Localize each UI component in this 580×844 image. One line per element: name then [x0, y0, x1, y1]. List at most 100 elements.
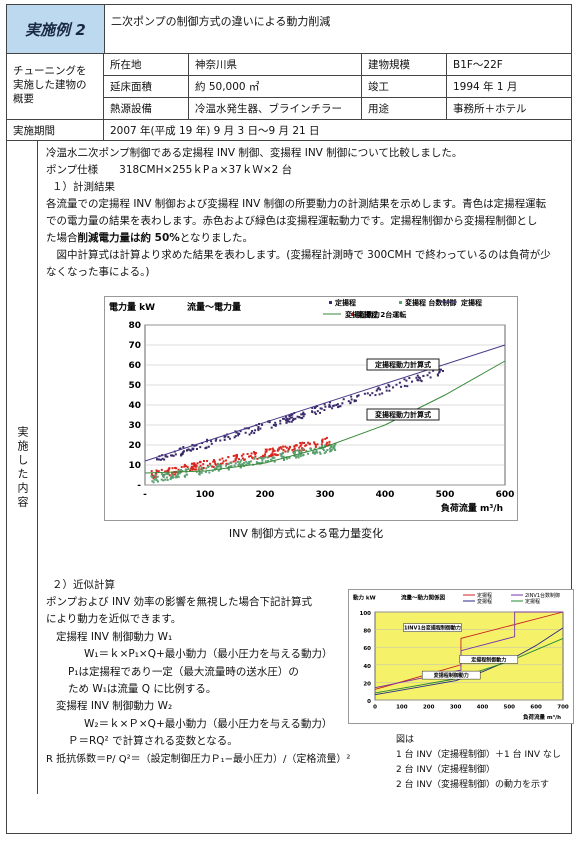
- data-point: [237, 458, 240, 461]
- data-point: [276, 453, 279, 456]
- x-tick-label: 500: [504, 705, 516, 711]
- data-point: [234, 462, 237, 465]
- data-point: [311, 410, 314, 413]
- data-point: [230, 465, 233, 468]
- data-point: [332, 445, 335, 448]
- data-point: [247, 427, 250, 430]
- text-line: 冷温水二次ポンプ制御である定揚程 INV 制御、変揚程 INV 制御について比較…: [46, 147, 463, 159]
- data-point: [334, 449, 337, 452]
- data-point: [182, 450, 185, 453]
- annotation-label: 定揚程制御動力: [470, 656, 506, 663]
- data-point: [246, 462, 249, 465]
- legend-marker: [399, 301, 402, 304]
- data-point: [256, 457, 259, 460]
- data-point: [285, 419, 288, 422]
- figure-note: 2 台 INV（定揚程制御）: [396, 765, 495, 775]
- annotation-box: [459, 655, 519, 664]
- data-point: [320, 407, 323, 410]
- data-point: [191, 443, 194, 446]
- data-point: [418, 376, 421, 379]
- data-point: [335, 404, 338, 407]
- data-point: [155, 479, 158, 482]
- data-point: [338, 405, 341, 408]
- data-point: [198, 471, 201, 474]
- data-point: [326, 449, 329, 452]
- data-point: [272, 449, 275, 452]
- data-point: [249, 455, 252, 458]
- data-point: [316, 443, 319, 446]
- x-tick-label: 400: [477, 705, 489, 711]
- data-point: [153, 478, 156, 481]
- data-point: [387, 383, 390, 386]
- data-point: [274, 453, 277, 456]
- data-point: [215, 438, 218, 441]
- content-section: 実施した内容 冷温水二次ポンプ制御である定揚程 INV 制御、変揚程 INV 制…: [7, 141, 574, 794]
- data-point: [281, 455, 284, 458]
- annotation-label: 変揚程動力計算式: [375, 410, 431, 419]
- data-point: [214, 439, 217, 442]
- legend-entry: 定揚程: [477, 592, 492, 599]
- y-axis-label: 動力 kW: [353, 594, 376, 602]
- data-point: [350, 395, 353, 398]
- data-point: [283, 458, 286, 461]
- data-point: [251, 430, 254, 433]
- data-point: [232, 454, 235, 457]
- data-point: [411, 380, 414, 383]
- data-point: [181, 469, 184, 472]
- data-point: [296, 415, 299, 418]
- x-tick-label: 300: [450, 705, 462, 711]
- data-point: [227, 456, 230, 459]
- data-point: [250, 431, 253, 434]
- y-tick-label: 80: [128, 321, 141, 331]
- series-line: [144, 360, 506, 474]
- building-overview-label: チューニングを 実施した建物の 概要: [7, 54, 104, 119]
- data-point: [308, 443, 311, 446]
- data-point: [184, 468, 187, 471]
- data-point: [319, 407, 322, 410]
- data-point: [261, 455, 264, 458]
- data-point: [206, 460, 209, 463]
- data-point: [240, 459, 243, 462]
- data-point: [285, 421, 288, 424]
- data-point: [245, 460, 248, 463]
- chart-title: 流量〜電力量: [187, 301, 241, 313]
- data-point: [271, 450, 274, 453]
- data-point: [330, 446, 333, 449]
- data-point: [288, 456, 291, 459]
- data-point: [193, 464, 196, 467]
- data-point: [205, 446, 208, 449]
- data-point: [300, 413, 303, 416]
- data-point: [336, 403, 339, 406]
- data-point: [314, 444, 317, 447]
- data-point: [288, 447, 291, 450]
- data-point: [417, 376, 420, 379]
- data-point: [280, 447, 283, 450]
- chart-caption: INV 制御方式による電力量変化: [228, 527, 384, 540]
- data-point: [189, 469, 192, 472]
- y-tick-label: 70: [128, 341, 141, 351]
- data-point: [355, 399, 358, 402]
- data-point: [171, 467, 174, 470]
- data-point: [154, 474, 157, 477]
- data-point: [171, 473, 174, 476]
- data-point: [187, 468, 190, 471]
- data-point: [314, 406, 317, 409]
- data-point: [311, 406, 314, 409]
- data-point: [176, 471, 179, 474]
- data-point: [270, 453, 273, 456]
- data-point: [194, 463, 197, 466]
- data-point: [293, 454, 296, 457]
- data-point: [227, 462, 230, 465]
- data-point: [227, 467, 230, 470]
- data-point: [225, 459, 228, 462]
- data-point: [328, 403, 331, 406]
- data-point: [170, 454, 173, 457]
- data-point: [186, 449, 189, 452]
- data-point: [302, 413, 305, 416]
- x-tick-label: 400: [376, 490, 395, 500]
- data-point: [213, 467, 216, 470]
- data-point: [313, 448, 316, 451]
- data-point: [305, 449, 308, 452]
- data-point: [300, 451, 303, 454]
- data-point: [213, 460, 216, 463]
